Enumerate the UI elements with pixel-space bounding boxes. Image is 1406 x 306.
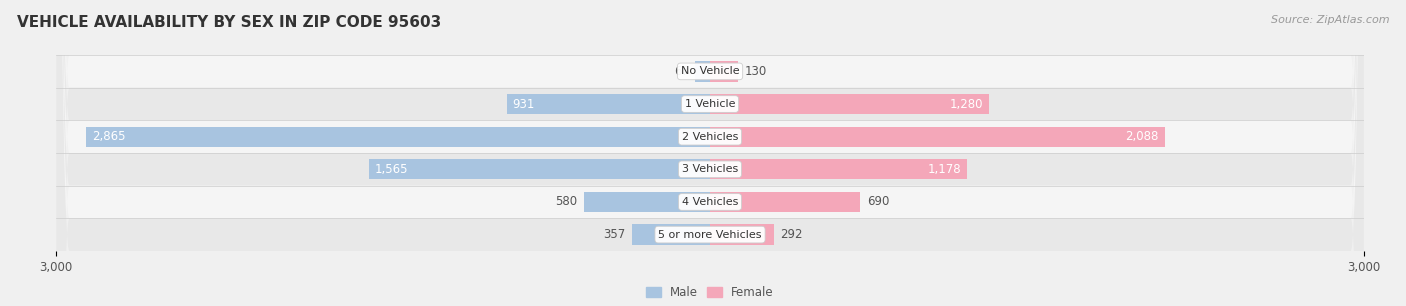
Bar: [710, 94, 988, 114]
Text: 130: 130: [745, 65, 768, 78]
Bar: [86, 127, 710, 147]
Bar: [368, 159, 710, 179]
FancyBboxPatch shape: [56, 0, 1364, 306]
FancyBboxPatch shape: [56, 0, 1364, 306]
Bar: [633, 225, 710, 245]
Text: 5 or more Vehicles: 5 or more Vehicles: [658, 230, 762, 240]
FancyBboxPatch shape: [56, 0, 1364, 306]
Text: 690: 690: [868, 196, 890, 208]
Text: 931: 931: [513, 98, 534, 110]
Text: 4 Vehicles: 4 Vehicles: [682, 197, 738, 207]
Bar: [583, 192, 710, 212]
Bar: [508, 94, 710, 114]
Text: 2,088: 2,088: [1125, 130, 1159, 143]
Bar: [710, 225, 773, 245]
Text: 1,178: 1,178: [928, 163, 962, 176]
Text: 1,565: 1,565: [374, 163, 408, 176]
Text: 580: 580: [555, 196, 576, 208]
FancyBboxPatch shape: [56, 0, 1364, 306]
Text: Source: ZipAtlas.com: Source: ZipAtlas.com: [1271, 15, 1389, 25]
Text: 357: 357: [603, 228, 626, 241]
Text: 3 Vehicles: 3 Vehicles: [682, 164, 738, 174]
Bar: [696, 61, 710, 81]
FancyBboxPatch shape: [56, 0, 1364, 306]
FancyBboxPatch shape: [56, 0, 1364, 306]
Text: 292: 292: [780, 228, 803, 241]
Bar: [710, 127, 1166, 147]
Legend: Male, Female: Male, Female: [641, 281, 779, 304]
Text: 2 Vehicles: 2 Vehicles: [682, 132, 738, 142]
Text: VEHICLE AVAILABILITY BY SEX IN ZIP CODE 95603: VEHICLE AVAILABILITY BY SEX IN ZIP CODE …: [17, 15, 441, 30]
Text: 1 Vehicle: 1 Vehicle: [685, 99, 735, 109]
Text: 2,865: 2,865: [93, 130, 125, 143]
Bar: [710, 61, 738, 81]
Bar: [710, 192, 860, 212]
Text: 1,280: 1,280: [950, 98, 984, 110]
Text: No Vehicle: No Vehicle: [681, 66, 740, 76]
Bar: [710, 159, 967, 179]
Text: 67: 67: [673, 65, 689, 78]
